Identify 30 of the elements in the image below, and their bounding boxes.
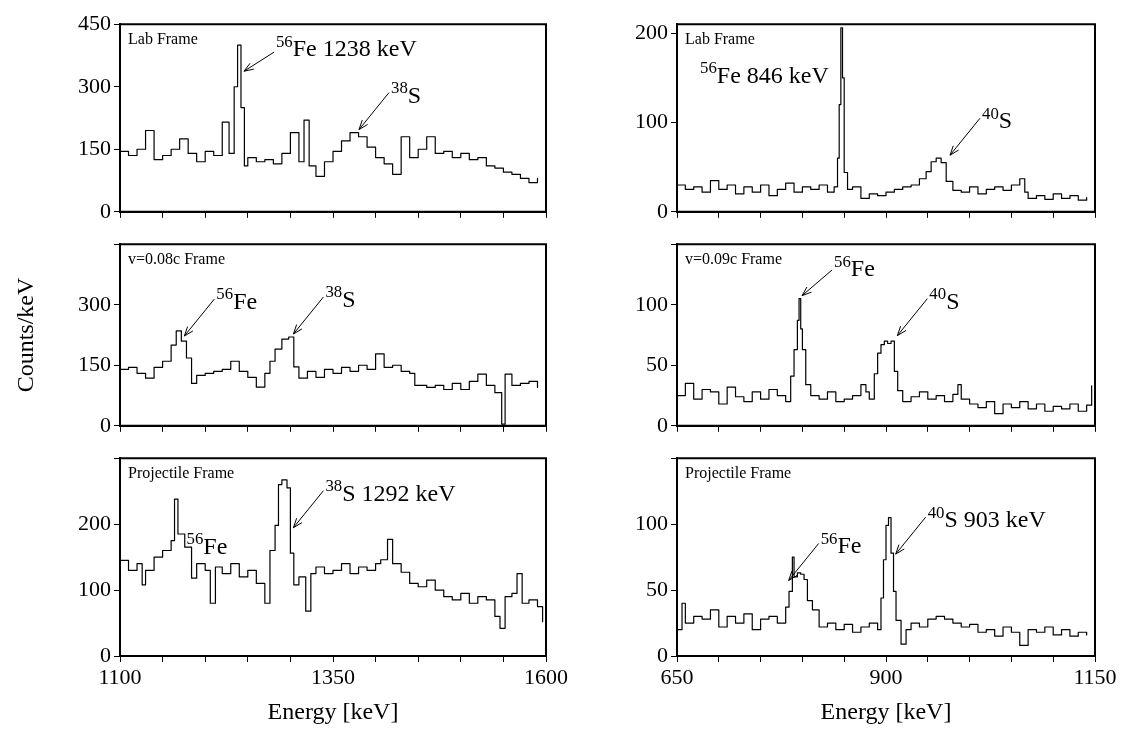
x-tick-label: 900: [869, 663, 903, 689]
y-axis-title: Counts/keV: [11, 277, 38, 393]
y-tick-label: 300: [78, 72, 111, 98]
x-axis-title: Energy [keV]: [267, 697, 399, 724]
y-tick-label: 0: [657, 411, 668, 437]
y-tick-label: 100: [635, 108, 668, 134]
x-tick-label: 1150: [1073, 663, 1117, 689]
y-tick-label: 100: [635, 509, 668, 535]
y-tick-label: 50: [646, 575, 668, 601]
y-tick-label: 0: [100, 411, 111, 437]
annotation: Lab Frame: [685, 30, 755, 48]
y-tick-label: 150: [78, 135, 111, 161]
y-tick-label: 450: [78, 9, 111, 35]
annotation: v=0.09c Frame: [685, 250, 782, 268]
annotation: Lab Frame: [128, 30, 198, 48]
y-tick-label: 200: [635, 18, 668, 44]
y-tick-label: 0: [100, 197, 111, 223]
y-tick-label: 100: [635, 290, 668, 316]
y-tick-label: 200: [78, 509, 111, 535]
y-tick-label: 100: [78, 575, 111, 601]
y-tick-label: 300: [78, 290, 111, 316]
x-axis-title: Energy [keV]: [820, 697, 952, 724]
x-tick-label: 1600: [524, 663, 568, 689]
x-tick-label: 1350: [311, 663, 355, 689]
y-tick-label: 50: [646, 351, 668, 377]
annotation: v=0.08c Frame: [128, 250, 225, 268]
annotation: Projectile Frame: [685, 464, 792, 483]
y-tick-label: 150: [78, 351, 111, 377]
y-tick-label: 0: [657, 197, 668, 223]
annotation: Projectile Frame: [128, 464, 235, 483]
